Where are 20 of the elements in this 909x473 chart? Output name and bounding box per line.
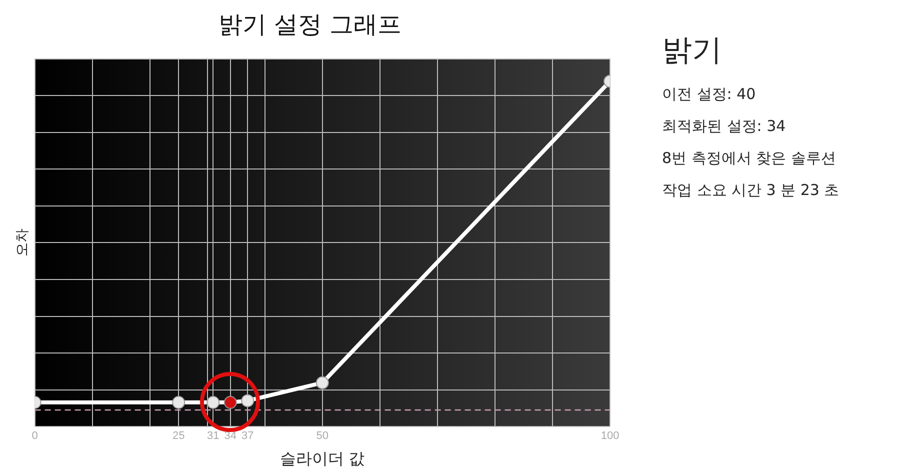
text: 이전 설정: 40 [662,85,757,104]
text: 작업 소요 시간 3 분 23 초 [662,181,840,200]
point [241,394,254,408]
point [206,396,220,409]
x-tick-label: 31 [206,430,220,442]
x-tick-label: 50 [316,430,329,442]
chart-title: 밝기 설정 그래프 [218,10,402,39]
y-axis-title: 오차 [13,228,30,257]
x-tick-label: 37 [242,430,254,442]
text: 밝기 [662,32,723,70]
x-tick-label: 0 [32,430,38,442]
point [172,396,186,409]
x-tick-label: 34 [224,430,236,442]
text: 최적화된 설정: 34 [662,117,787,136]
x-tick-label: 100 [600,430,620,442]
x-tick-label: 25 [172,430,185,442]
x-axis-title: 슬라이더 값 [280,450,365,468]
point [316,376,329,390]
text: 8번 측정에서 찾은 솔루션 [662,149,837,168]
point [224,396,237,409]
